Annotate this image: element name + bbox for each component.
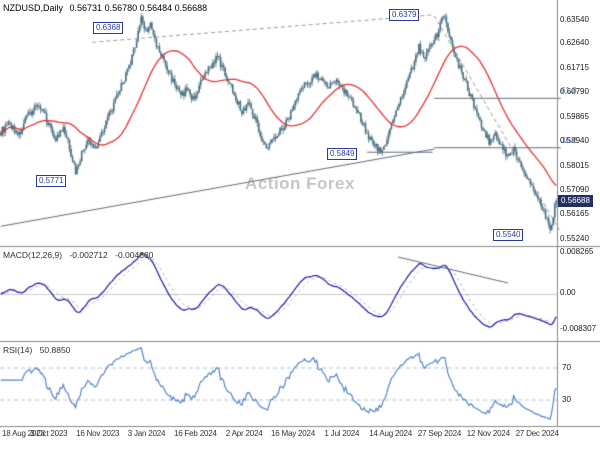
macd-indicator-name: MACD(12,26,9) [3, 250, 63, 260]
price-level-label: 0.6368 [93, 22, 124, 34]
date-axis-label: 16 May 2024 [270, 429, 316, 438]
date-axis-label: 14 Aug 2024 [369, 429, 413, 438]
date-axis-label: 16 Nov 2023 [76, 429, 120, 438]
chart-header: NZDUSD,Daily 0.56731 0.56780 0.56484 0.5… [3, 3, 211, 13]
price-level-label: 0.5771 [36, 175, 67, 187]
price-level-label: 0.5540 [493, 229, 524, 241]
rsi-axis-label: 70 [562, 363, 571, 372]
macd-signal-value: -0.004880 [115, 250, 154, 260]
fib-level-label: 61.8 [561, 86, 577, 96]
date-axis-label: 2 Apr 2024 [225, 429, 263, 438]
macd-panel-label: MACD(12,26,9) -0.002712 -0.004880 [3, 250, 158, 260]
price-axis-label: 0.55240 [560, 233, 589, 243]
macd-axis-label: 0.008265 [560, 247, 594, 256]
price-level-label: 0.5849 [327, 148, 358, 160]
price-axis-label: 0.63540 [560, 14, 589, 24]
date-axis-label: 1 Jul 2024 [324, 429, 360, 438]
date-axis-label: 18 Aug 2023 [2, 429, 45, 438]
ohlc-readout: 0.56731 0.56780 0.56484 0.56688 [69, 3, 208, 13]
rsi-panel-label: RSI(14) 50.8850 [3, 345, 75, 355]
rsi-axis-label: 30 [562, 395, 571, 404]
price-level-label: 0.6379 [389, 9, 420, 21]
rsi-value: 50.8850 [39, 345, 71, 355]
price-axis-label: 0.58940 [560, 136, 589, 146]
current-price-tag: 0.56688 [558, 194, 593, 207]
price-axis-label: 0.57090 [560, 185, 589, 195]
date-axis-label: 27 Sep 2024 [417, 429, 462, 438]
price-axis-label: 0.59865 [560, 111, 589, 121]
price-axis-label: 0.58015 [560, 160, 589, 170]
date-axis-label: 3 Jan 2024 [127, 429, 166, 438]
date-axis-label: 27 Dec 2024 [515, 429, 559, 438]
price-axis-label: 0.56165 [560, 209, 589, 219]
date-axis-label: 3 Oct 2023 [30, 429, 68, 438]
symbol-timeframe-label: NZDUSD,Daily [3, 3, 64, 13]
macd-axis-label: -0.008307 [560, 324, 597, 333]
macd-value: -0.002712 [69, 250, 108, 260]
price-axis-label: 0.61715 [560, 62, 589, 72]
date-axis-label: 16 Feb 2024 [173, 429, 217, 438]
macd-axis-label: 0.00 [560, 288, 576, 297]
date-axis-label: 12 Nov 2024 [466, 429, 510, 438]
price-axis-label: 0.62640 [560, 38, 589, 48]
fib-level-label: 38.2 [561, 135, 577, 145]
price-axis-label: 0.60790 [560, 87, 589, 97]
rsi-indicator-name: RSI(14) [3, 345, 33, 355]
